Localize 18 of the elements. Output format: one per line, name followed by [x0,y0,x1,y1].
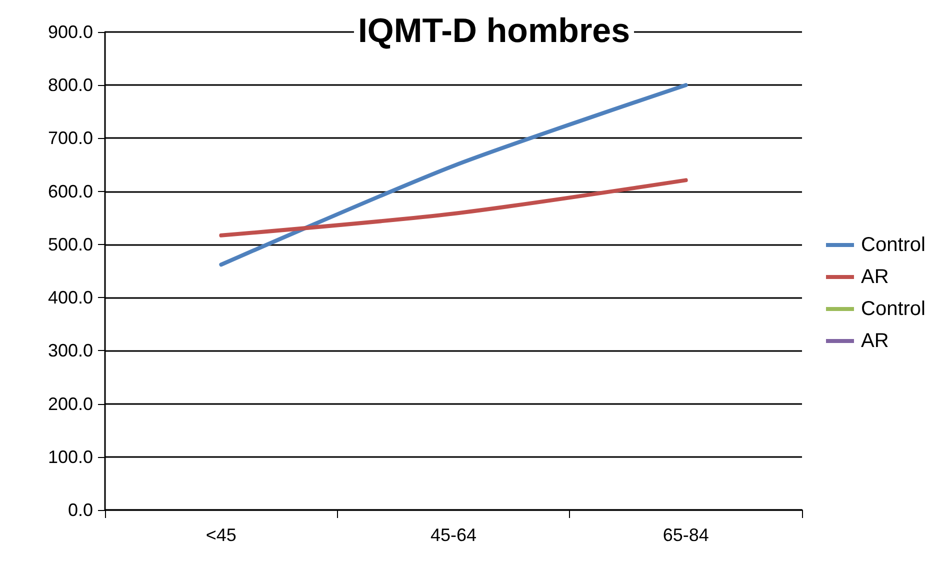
legend-label: AR [861,330,889,352]
y-tick-label: 100.0 [48,446,93,467]
x-tick-label: <45 [206,525,236,545]
y-tick-label: 500.0 [48,234,93,254]
y-tick-label: 800.0 [48,75,93,96]
y-tick-label: 900.0 [48,22,93,42]
chart-title: IQMT-D hombres [358,12,630,50]
y-tick-label: 400.0 [48,288,93,308]
y-tick-label: 0.0 [68,500,93,520]
legend-label: Control [861,298,926,320]
x-tick-label: 65-84 [662,525,709,545]
legend-label: AR [861,266,889,288]
y-tick-label: 700.0 [48,128,93,148]
legend-label: Control [861,234,926,256]
y-tick-label: 300.0 [48,340,93,361]
x-tick-label: 45-64 [430,525,477,545]
y-tick-label: 600.0 [48,181,93,202]
y-tick-label: 200.0 [48,394,93,414]
